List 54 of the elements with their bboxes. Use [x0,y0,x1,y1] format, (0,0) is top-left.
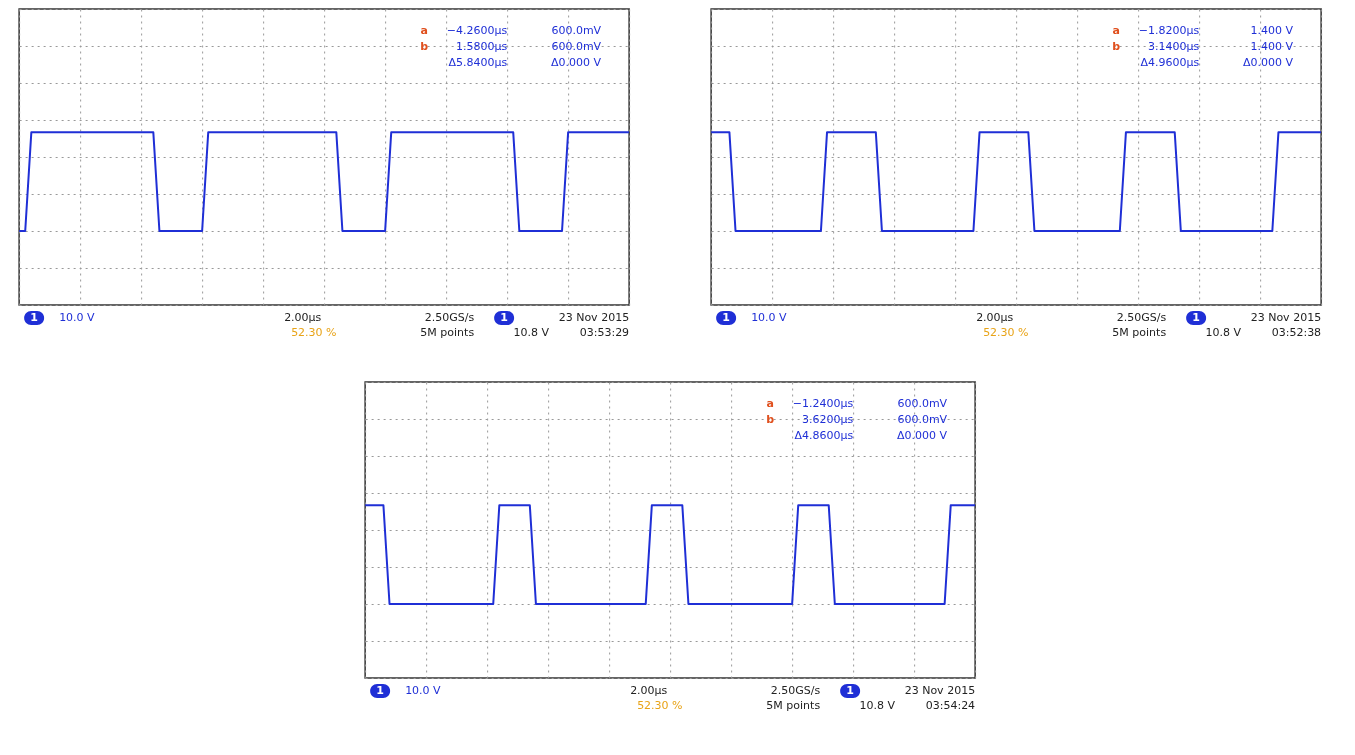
text: a [1112,24,1120,37]
text: 3.6200µs [801,413,854,426]
text: 10.0 V [59,311,96,324]
text: 03:54:24 [925,699,976,712]
text: Δ4.8600µs [794,429,854,442]
text: b [420,40,429,53]
text: 1.5800µs [455,40,508,53]
text: 23 Nov 2015 [558,311,630,324]
text: 5M points [420,326,475,339]
text: a [420,24,428,37]
text: Δ0.000 V [897,429,948,442]
text: 2.50GS/s [424,311,475,324]
text: 600.0mV [551,24,602,37]
text: 1.400 V [1250,40,1294,53]
text: b [1112,40,1121,53]
text: Δ0.000 V [1243,56,1294,69]
text: 600.0mV [897,397,948,410]
text: 2.00µs [630,684,668,697]
text: Δ0.000 V [551,56,602,69]
text: 10.8 V [1205,326,1242,339]
text: a [766,397,774,410]
text: 2.50GS/s [1116,311,1167,324]
text: 1.400 V [1250,24,1294,37]
text: 23 Nov 2015 [1250,311,1322,324]
text: 1 [30,311,38,324]
text: −4.2600µs [446,24,508,37]
text: Δ5.8400µs [448,56,508,69]
text: 2.00µs [976,311,1014,324]
text: 2.50GS/s [770,684,821,697]
text: 10.0 V [405,684,442,697]
text: 600.0mV [551,40,602,53]
text: 23 Nov 2015 [904,684,976,697]
text: 1 [500,311,508,324]
text: 1 [846,684,854,697]
text: 03:53:29 [579,326,630,339]
text: 52.30 % [291,326,337,339]
text: 10.8 V [859,699,896,712]
text: Δ4.9600µs [1140,56,1200,69]
text: 52.30 % [983,326,1029,339]
text: 52.30 % [637,699,683,712]
text: 3.1400µs [1147,40,1200,53]
text: 1 [722,311,730,324]
text: −1.8200µs [1138,24,1200,37]
text: 1 [376,684,384,697]
text: 1 [1192,311,1200,324]
text: 10.0 V [751,311,788,324]
text: 5M points [766,699,821,712]
text: 600.0mV [897,413,948,426]
text: 2.00µs [284,311,322,324]
text: 5M points [1112,326,1167,339]
text: 10.8 V [513,326,550,339]
text: −1.2400µs [792,397,854,410]
text: b [766,413,775,426]
text: 03:52:38 [1271,326,1322,339]
